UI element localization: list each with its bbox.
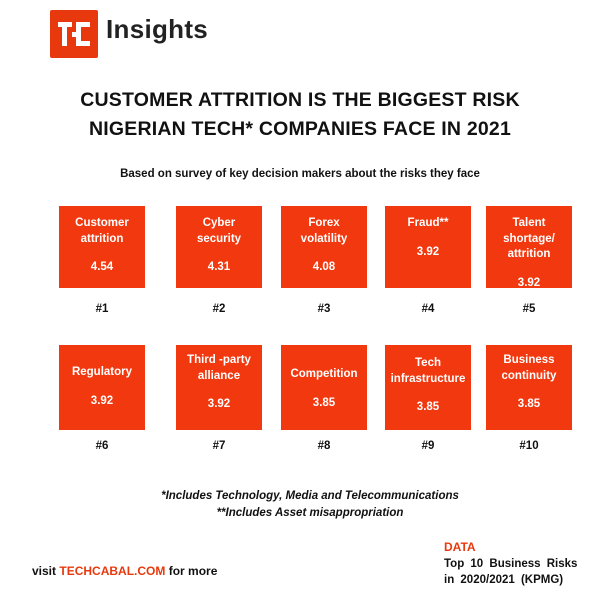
risk-label: Customer attrition [75,217,129,245]
risk-tile: Third -party alliance 3.92 [176,345,262,430]
brand-name: Insights [106,14,209,44]
risk-score: 3.85 [517,398,541,410]
risk-score: 3.92 [207,398,231,410]
risk-tile: Tech infrastructure 3.85 [385,345,471,430]
risk-tile: Cyber security 4.31 [176,206,262,288]
risk-score: 3.85 [312,396,336,409]
risk-score: 3.92 [517,276,541,289]
risk-label: Forex volatility [300,217,348,245]
risk-score: 4.08 [312,261,336,273]
risk-rank: #4 [421,303,435,315]
tc-logo-mark [58,22,90,46]
risk-score: 3.92 [416,245,440,258]
risk-tile: Competition 3.85 [281,345,367,430]
risk-tile: Talent shortage/attrition 3.92 [486,206,572,289]
risk-tile: Customer attrition 4.54 [59,206,145,288]
data-source-line-1: Top 10 Business Risks [444,558,578,570]
techcabal-logo [50,10,98,58]
data-label: DATA [444,540,476,554]
risk-rank: #7 [212,440,226,452]
visit-prefix: visit [32,564,60,578]
risk-label: Business continuity [501,354,557,382]
headline-line-2: NIGERIAN TECH* COMPANIES FACE IN 2021 [88,118,512,140]
risk-label: Third -party alliance [187,354,251,382]
risk-rank: #2 [212,303,226,315]
headline: CUSTOMER ATTRITION IS THE BIGGEST RISK N… [30,86,570,144]
risk-rank: #10 [519,440,539,452]
risk-label: Regulatory [71,366,133,378]
risk-label: Tech infrastructure [390,357,466,385]
risk-rank: #6 [95,440,109,452]
data-source: Top 10 Business Risks in 2020/2021 (KPMG… [444,556,594,588]
risk-label: Talent shortage/attrition [503,217,555,260]
risk-label: Cyber security [196,217,242,245]
visit-suffix: for more [165,564,218,578]
risk-rank: #1 [95,303,109,315]
headline-line-1: CUSTOMER ATTRITION IS THE BIGGEST RISK [80,89,520,111]
risk-score: 3.85 [416,401,440,413]
footnotes: *Includes Technology, Media and Telecomm… [100,488,520,522]
data-source-line-2: in 2020/2021 (KPMG) [444,574,564,586]
risk-rank: #5 [522,303,536,315]
risk-score: 3.92 [90,394,114,407]
risk-rank: #9 [421,440,435,452]
risk-tile: Regulatory 3.92 [59,345,145,430]
risk-label: Competition [290,368,358,380]
visit-text: visit TECHCABAL.COM for more [32,564,217,578]
risk-label: Fraud** [407,217,449,229]
risk-score: 4.31 [207,261,231,273]
footnote-asset: **Includes Asset misappropriation [216,507,404,519]
site-link[interactable]: TECHCABAL.COM [59,564,166,578]
subtitle: Based on survey of key decision makers a… [120,168,480,180]
risk-score: 4.54 [90,261,114,273]
risk-rank: #3 [317,303,331,315]
risk-tile: Business continuity 3.85 [486,345,572,430]
risk-tile: Fraud** 3.92 [385,206,471,288]
risk-tile: Forex volatility 4.08 [281,206,367,288]
footnote-tech: *Includes Technology, Media and Telecomm… [161,490,459,502]
risk-rank: #8 [317,440,331,452]
